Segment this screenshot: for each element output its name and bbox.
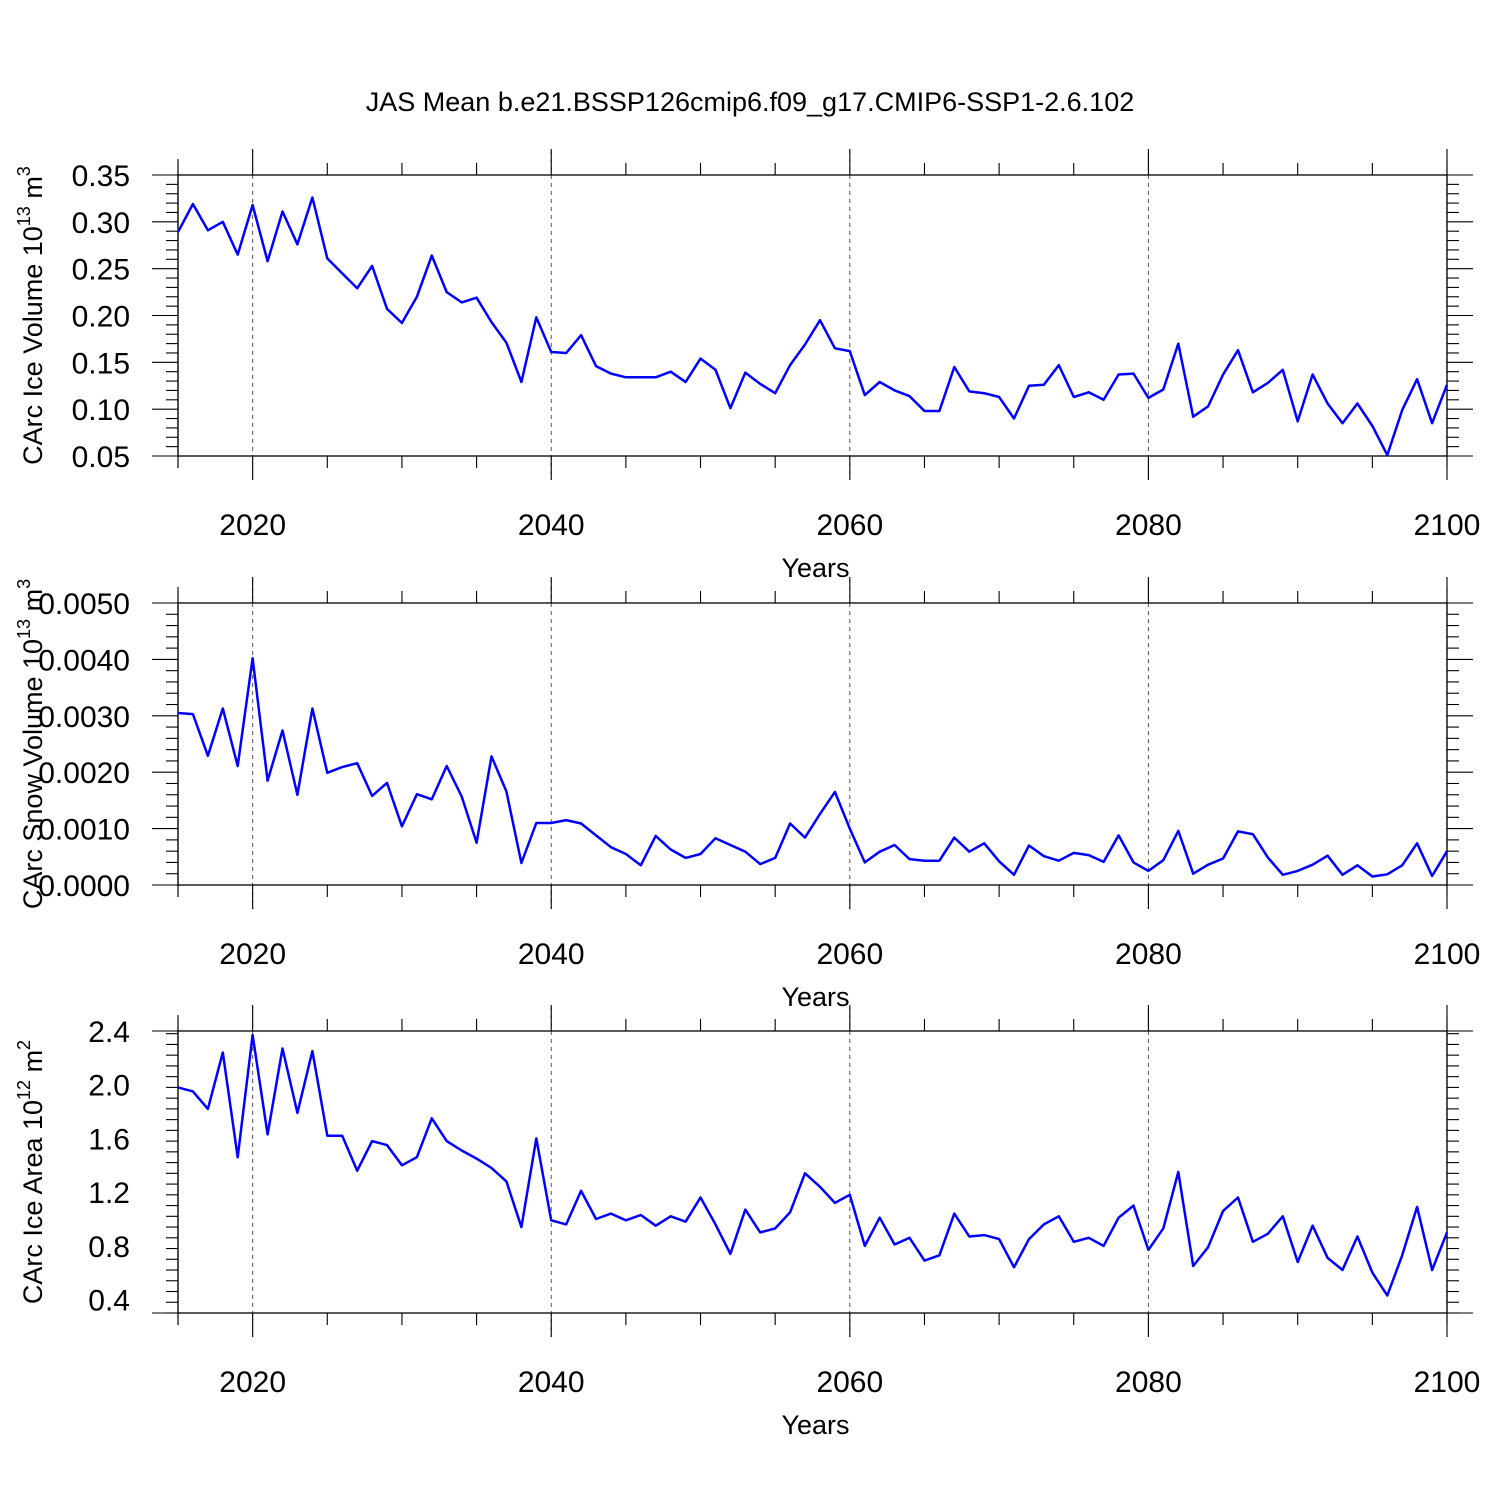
y-tick-label: 0.0010 (38, 814, 130, 847)
y-axis-label: CArc Ice Volume 1013 m3 (14, 166, 48, 465)
y-axis-label-unit: m (18, 589, 48, 619)
y-tick-label: 0.35 (72, 160, 130, 193)
y-tick-label: 0.0050 (38, 588, 130, 621)
plot-frame (177, 174, 1448, 457)
series-line-1 (177, 196, 1448, 457)
x-tick-label: 2100 (1414, 1366, 1481, 1399)
y-tick-label: 2.4 (88, 1016, 130, 1049)
panel-1: 0.05 0.10 0.15 0.20 0.25 0.30 0.35 2020 2040 2060… (14, 149, 1480, 583)
plot-frame (177, 1030, 1448, 1314)
y-axis-label-exponent: 13 (14, 206, 34, 226)
x-axis-label: Years (781, 982, 849, 1012)
y-tick-label: 1.2 (88, 1177, 130, 1210)
y-tick-label: 0.20 (72, 301, 130, 334)
x-tick-label: 2080 (1115, 1366, 1182, 1399)
y-axis-label-exponent: 13 (14, 619, 34, 639)
y-axis-label-text: CArc Ice Area 10 (18, 1100, 48, 1304)
x-tick-label: 2040 (518, 509, 585, 542)
y-axis-label-text: CArc Ice Volume 10 (18, 226, 48, 465)
y-axis-label-unit: m (18, 1050, 48, 1080)
x-tick-label: 2080 (1115, 938, 1182, 971)
y-tick-label: 0.0000 (38, 870, 130, 903)
chart-panels: 0.05 0.10 0.15 0.20 0.25 0.30 0.35 2020 2040 2060… (14, 149, 1480, 1440)
y-tick-label: 0.8 (88, 1231, 130, 1264)
y-tick-label: 0.0030 (38, 701, 130, 734)
y-tick-label: 0.4 (88, 1285, 130, 1318)
y-axis-label-text: CArc Snow Volume 10 (18, 639, 48, 909)
x-tick-label: 2020 (219, 938, 286, 971)
y-axis-label-unit-exponent: 2 (14, 1040, 34, 1050)
x-tick-label: 2060 (816, 1366, 883, 1399)
y-tick-label: 0.10 (72, 394, 130, 427)
y-tick-label: 0.25 (72, 254, 130, 287)
x-axis-label: Years (781, 1410, 849, 1440)
plot-frame (177, 602, 1448, 886)
chart-title: JAS Mean b.e21.BSSP126cmip6.f09_g17.CMIP… (366, 87, 1134, 117)
y-tick-label: 0.15 (72, 347, 130, 380)
y-tick-label: 1.6 (88, 1123, 130, 1156)
panel-2: 0.0000 0.0010 0.0020 0.0030 0.0040 0.0050 2020… (14, 577, 1480, 1012)
y-axis-label-unit-exponent: 3 (14, 166, 34, 176)
y-axis-label: CArc Ice Area 1012 m2 (14, 1040, 48, 1304)
x-tick-label: 2060 (816, 938, 883, 971)
x-tick-label: 2040 (518, 938, 585, 971)
y-tick-label: 0.05 (72, 441, 130, 474)
x-tick-label: 2040 (518, 1366, 585, 1399)
x-tick-label: 2080 (1115, 509, 1182, 542)
x-tick-label: 2020 (219, 509, 286, 542)
y-axis-label-exponent: 12 (14, 1080, 34, 1100)
x-tick-label: 2020 (219, 1366, 286, 1399)
y-axis-label: CArc Snow Volume 1013 m3 (14, 579, 48, 909)
y-tick-label: 0.0020 (38, 757, 130, 790)
series-line-1 (177, 1033, 1448, 1297)
x-tick-label: 2100 (1414, 509, 1481, 542)
y-tick-label: 0.0040 (38, 644, 130, 677)
y-tick-label: 0.30 (72, 207, 130, 240)
y-axis-label-unit-exponent: 3 (14, 579, 34, 589)
panel-3: 0.4 0.8 1.2 1.6 2.0 2.4 2020 2040 2060 2080 2100 Ye… (14, 1005, 1480, 1440)
y-tick-label: 2.0 (88, 1070, 130, 1103)
x-tick-label: 2100 (1414, 938, 1481, 971)
y-axis-label-unit: m (18, 176, 48, 206)
series-line-1 (177, 657, 1448, 878)
x-tick-label: 2060 (816, 509, 883, 542)
x-axis-label: Years (781, 553, 849, 583)
